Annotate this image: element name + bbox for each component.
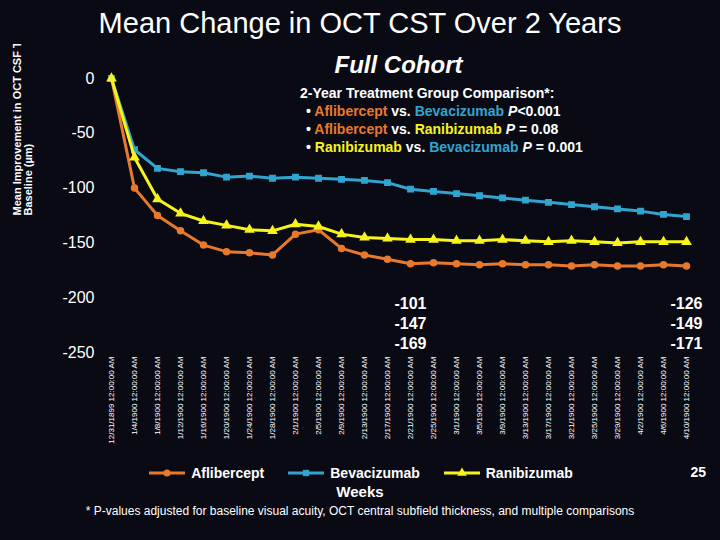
svg-text:-171: -171 [670,335,702,352]
svg-text:2/17/1900 12:00:00 AM: 2/17/1900 12:00:00 AM [383,356,392,439]
svg-text:2/13/1900 12:00:00 AM: 2/13/1900 12:00:00 AM [360,356,369,439]
svg-text:12/31/1899 12:00:00 AM: 12/31/1899 12:00:00 AM [107,356,116,444]
svg-text:Full Cohort: Full Cohort [335,51,464,78]
html-text:Aflibercept: Aflibercept [191,465,265,481]
svg-text:2/21/1900 12:00:00 AM: 2/21/1900 12:00:00 AM [406,356,415,439]
svg-text:3/25/1900 12:00:00 AM: 3/25/1900 12:00:00 AM [590,356,599,439]
svg-text:-147: -147 [394,315,426,332]
svg-text:4/10/1900 12:00:00 AM: 4/10/1900 12:00:00 AM [682,356,691,439]
svg-text:4/6/1900 12:00:00 AM: 4/6/1900 12:00:00 AM [659,356,668,435]
svg-text:1/24/1900 12:00:00 AM: 1/24/1900 12:00:00 AM [245,356,254,439]
svg-text:1/4/1900 12:00:00 AM: 1/4/1900 12:00:00 AM [130,356,139,435]
svg-text:2/9/1900 12:00:00 AM: 2/9/1900 12:00:00 AM [337,356,346,435]
svg-text:1/16/1900 12:00:00 AM: 1/16/1900 12:00:00 AM [199,356,208,439]
svg-text:0: 0 [86,70,95,87]
svg-text:2/1/1900 12:00:00 AM: 2/1/1900 12:00:00 AM [291,356,300,435]
svg-text:3/9/1900 12:00:00 AM: 3/9/1900 12:00:00 AM [498,356,507,435]
html-text:• Ranibizumab vs. Bevacizumab: • Ranibizumab vs. Bevacizumab P = 0.001 [306,139,583,155]
svg-text:1/20/1900 12:00:00 AM: 1/20/1900 12:00:00 AM [222,356,231,439]
svg-text:2/25/1900 12:00:00 AM: 2/25/1900 12:00:00 AM [429,356,438,439]
svg-text:3/21/1900 12:00:00 AM: 3/21/1900 12:00:00 AM [567,356,576,439]
html-text:Weeks: Weeks [336,483,384,500]
svg-text:1/28/1900 12:00:00 AM: 1/28/1900 12:00:00 AM [268,356,277,439]
svg-text:1/12/1900 12:00:00 AM: 1/12/1900 12:00:00 AM [176,356,185,439]
svg-text:-101: -101 [394,295,426,312]
svg-text:-149: -149 [670,315,702,332]
svg-text:3/1/1900 12:00:00 AM: 3/1/1900 12:00:00 AM [452,356,461,435]
svg-text:-100: -100 [62,179,94,196]
svg-text:-169: -169 [394,335,426,352]
html-text:Bevacizumab: Bevacizumab [330,465,420,481]
svg-text:-250: -250 [62,344,94,361]
html-text:* P-values adjusted for baseli: * P-values adjusted for baseline visual … [85,504,635,518]
svg-text:3/29/1900 12:00:00 AM: 3/29/1900 12:00:00 AM [613,356,622,439]
html-text:• Aflibercept vs. Bevacizumab: • Aflibercept vs. Bevacizumab P <0.001 [306,103,561,119]
svg-text:-126: -126 [670,295,702,312]
svg-text:3/5/1900 12:00:00 AM: 3/5/1900 12:00:00 AM [475,356,484,435]
svg-text:3/17/1900 12:00:00 AM: 3/17/1900 12:00:00 AM [544,356,553,439]
svg-text:-50: -50 [71,124,94,141]
svg-text:4/2/1900 12:00:00 AM: 4/2/1900 12:00:00 AM [636,356,645,435]
html-text:• Aflibercept vs. Ranibizumab: • Aflibercept vs. Ranibizumab P = 0.08 [306,121,559,137]
svg-text:3/13/1900 12:00:00 AM: 3/13/1900 12:00:00 AM [521,356,530,439]
svg-text:-200: -200 [62,289,94,306]
html-text:2-Year Treatment Group Compari: 2-Year Treatment Group Comparison*: [300,85,555,101]
svg-text:2/5/1900 12:00:00 AM: 2/5/1900 12:00:00 AM [314,356,323,435]
svg-text:-150: -150 [62,234,94,251]
svg-text:Mean Improvement in OCT CSF Th: Mean Improvement in OCT CSF Thickness fr… [11,44,34,216]
html-text:Ranibizumab: Ranibizumab [485,465,573,481]
html-text:25: 25 [690,464,706,480]
html-text:Mean Change in OCT CST Over 2: Mean Change in OCT CST Over 2 Years [98,7,622,39]
svg-text:1/8/1900 12:00:00 AM: 1/8/1900 12:00:00 AM [153,356,162,435]
